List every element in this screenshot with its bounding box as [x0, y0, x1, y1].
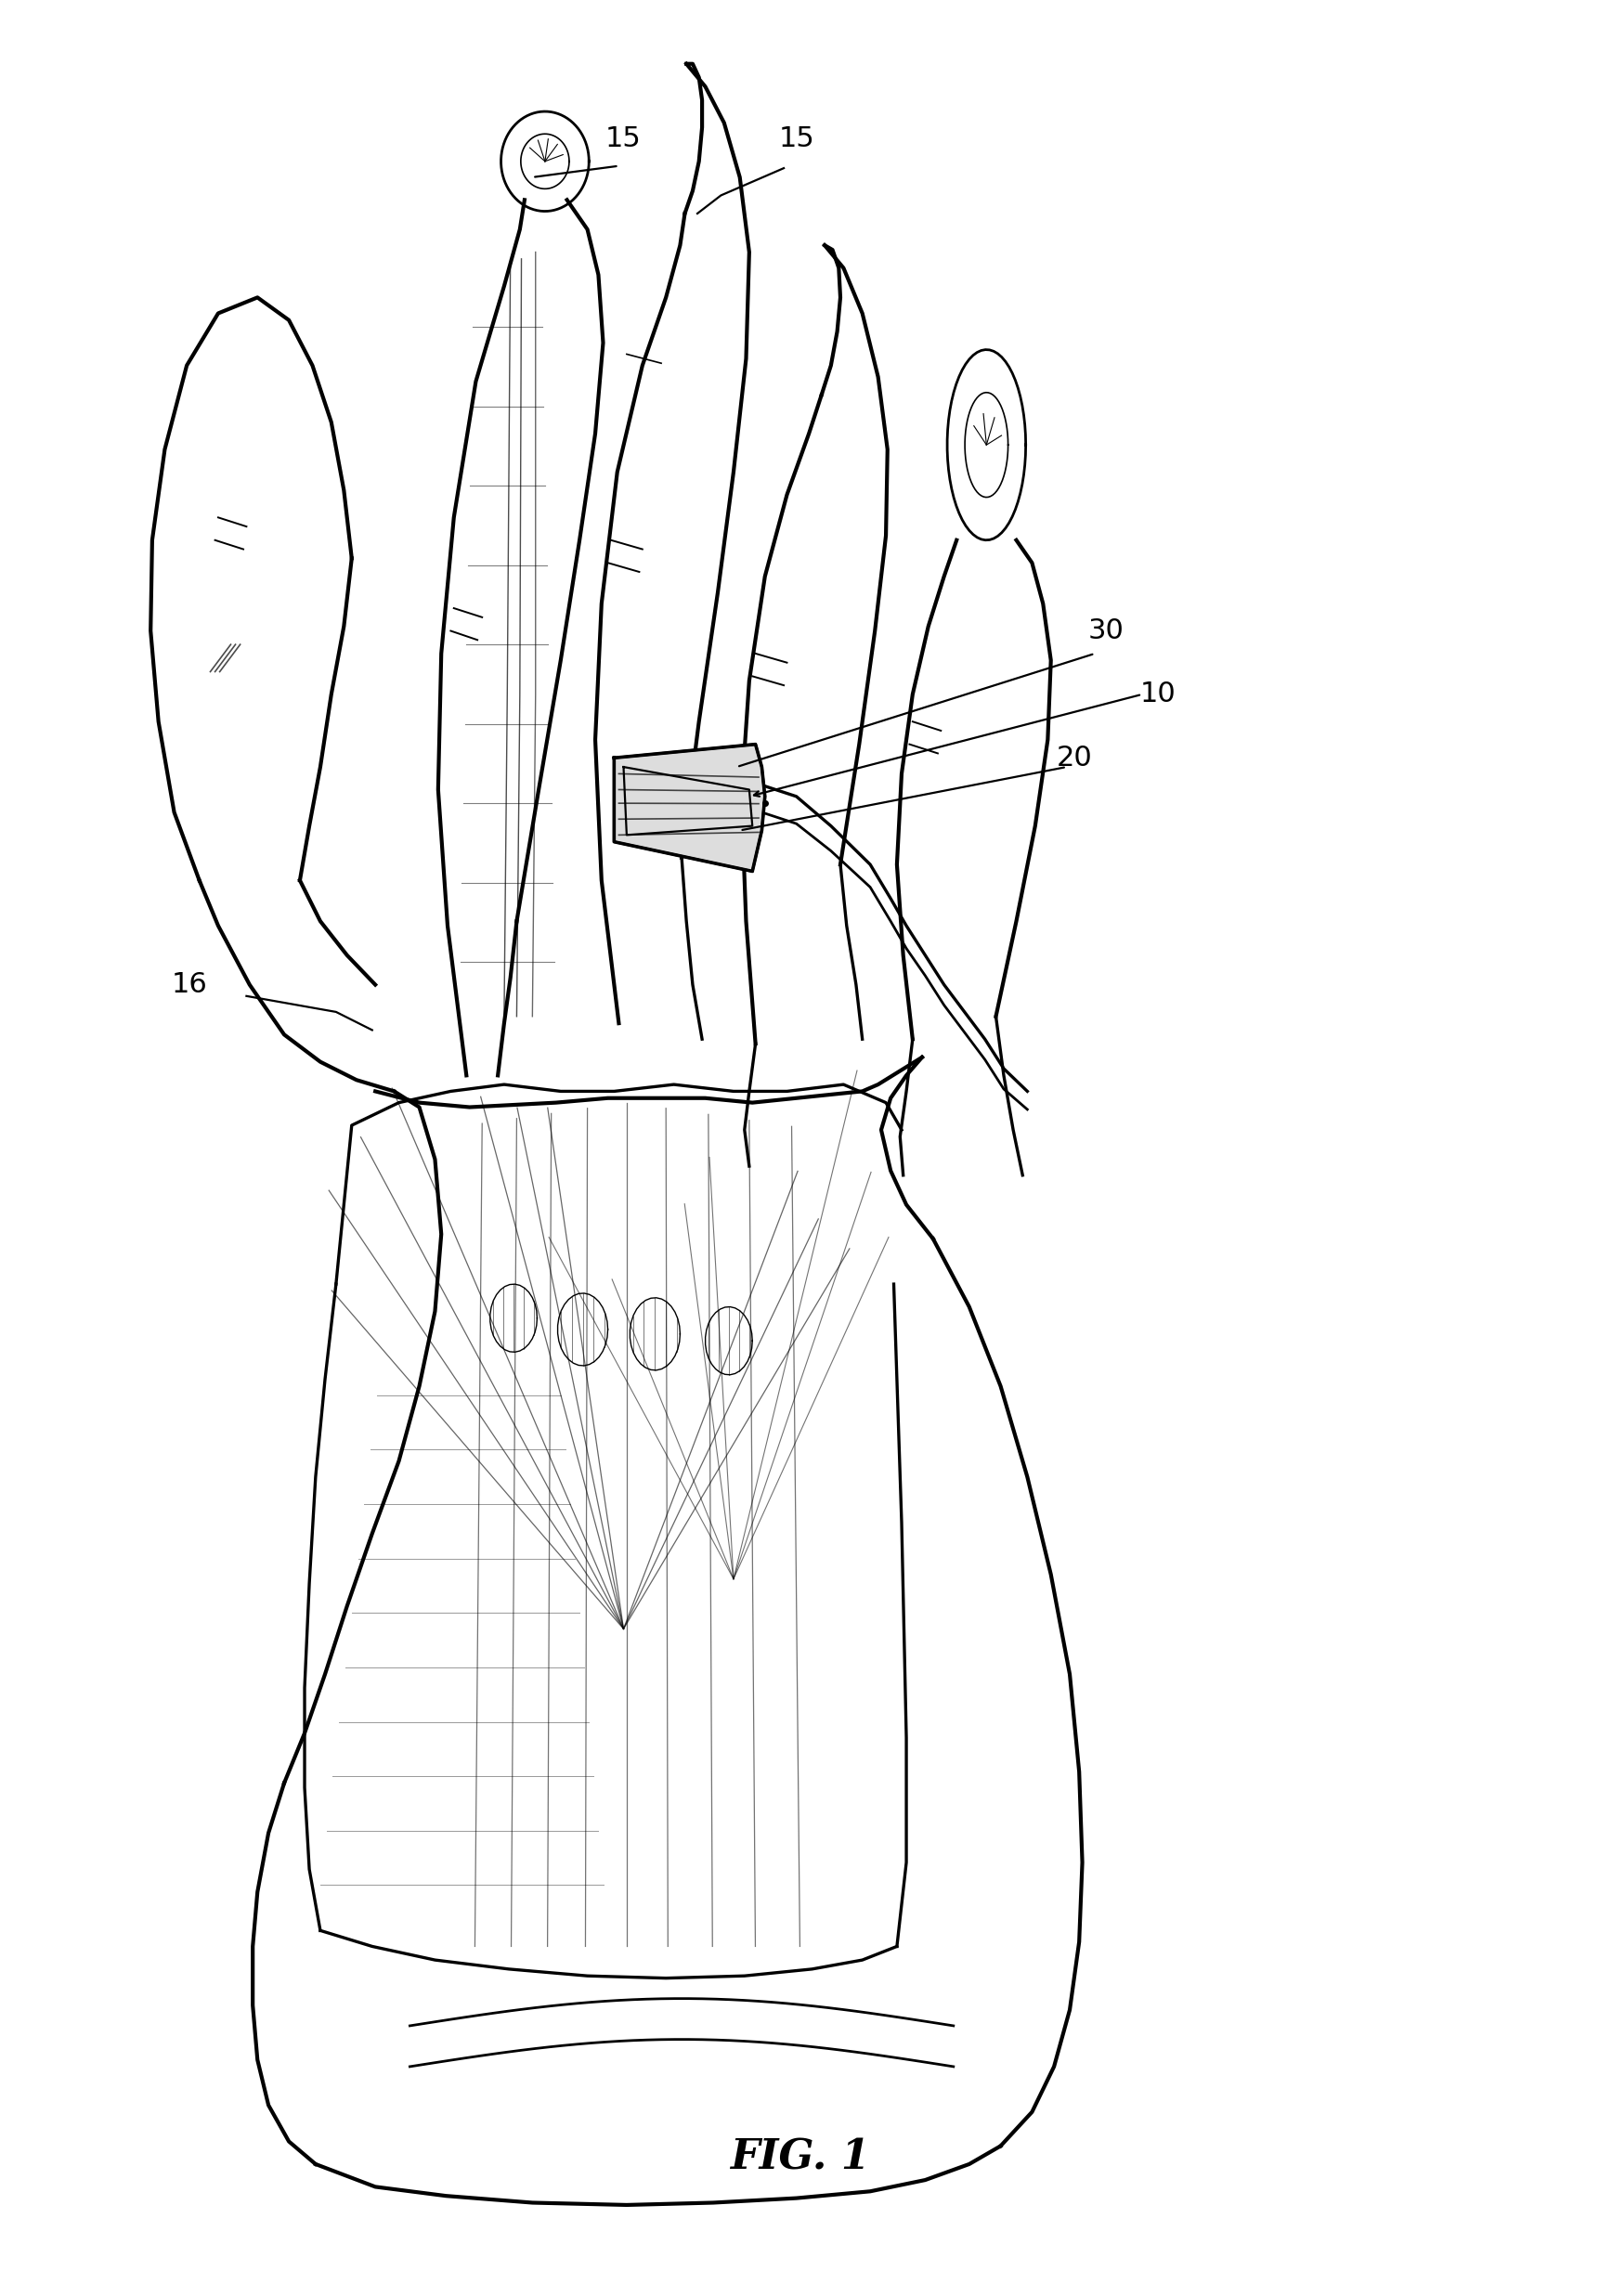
Text: 15: 15 — [606, 126, 641, 152]
Text: FIG. 1: FIG. 1 — [729, 2138, 870, 2177]
Text: 20: 20 — [1057, 744, 1092, 771]
Polygon shape — [614, 744, 764, 870]
Text: 16: 16 — [173, 971, 208, 999]
Text: 10: 10 — [1140, 682, 1175, 707]
Text: 30: 30 — [1087, 618, 1124, 645]
Text: 15: 15 — [779, 126, 814, 152]
